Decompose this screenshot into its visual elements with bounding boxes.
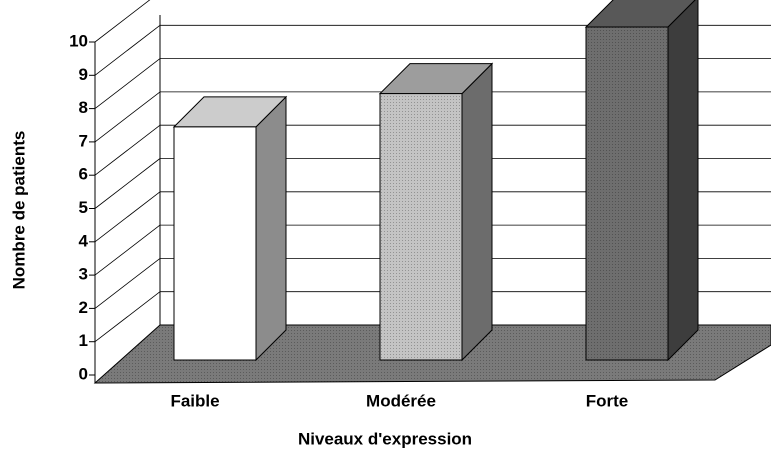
y-tick-label: 2 [79, 298, 88, 317]
x-tick-label: Modérée [366, 391, 436, 410]
y-axis-label: Nombre de patients [9, 131, 28, 290]
grid-line [94, 191, 161, 243]
grid-line [94, 24, 161, 76]
y-tick-label: 0 [79, 364, 88, 383]
bar [173, 126, 257, 361]
grid-line [94, 291, 161, 343]
y-tick-label: 6 [79, 165, 88, 184]
bar-texture [380, 93, 462, 360]
grid-line [94, 124, 161, 176]
bar-side [461, 62, 493, 362]
grid-line [94, 58, 161, 109]
y-tick-label: 3 [79, 265, 88, 284]
y-tick-label: 7 [79, 131, 88, 150]
bar-texture [586, 27, 668, 360]
bar-side [667, 0, 699, 362]
y-tick-label: 9 [79, 65, 88, 84]
x-tick-label: Faible [170, 391, 219, 410]
y-tick-label: 1 [79, 331, 88, 350]
grid-line [94, 158, 161, 209]
grid-line [94, 91, 161, 143]
grid-line [94, 224, 161, 276]
y-tick-label: 8 [79, 98, 88, 117]
grid-line [94, 0, 151, 43]
y-tick-label: 5 [79, 198, 88, 217]
bar-side [255, 95, 287, 362]
grid-line [94, 258, 161, 309]
y-tick-label: 10 [69, 31, 88, 50]
x-axis-label: Niveaux d'expression [298, 429, 472, 448]
y-tick-label: 4 [79, 231, 89, 250]
x-tick-label: Forte [586, 391, 629, 410]
